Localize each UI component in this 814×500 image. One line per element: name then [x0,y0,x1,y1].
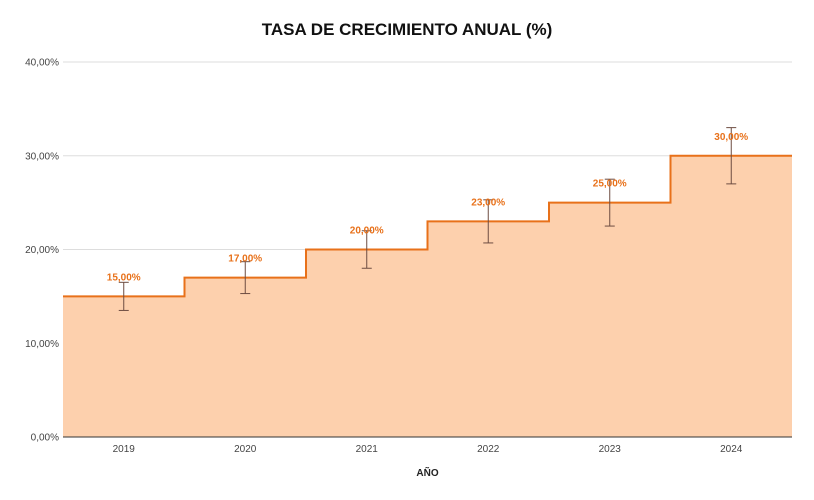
data-label: 25,00% [593,179,627,190]
y-tick-label: 40,00% [25,58,59,69]
data-label: 23,00% [471,197,505,208]
axes: 0,00% 10,00% 20,00% 30,00% 40,00% 2019 2020 202… [25,58,792,479]
y-tick-label: 0,00% [31,433,59,444]
data-label: 17,00% [228,254,262,265]
data-labels: 15,00% 17,00% 20,00% 23,00% 25,00% 30,00% [107,132,749,284]
data-label: 20,00% [350,226,384,237]
x-tick-label: 2022 [477,444,500,455]
step-line [63,154,792,298]
y-tick-label: 20,00% [25,245,59,256]
x-tick-label: 2021 [356,444,379,455]
y-tick-label: 30,00% [25,151,59,162]
y-tick-label: 10,00% [25,339,59,350]
chart-title: TASA DE CRECIMIENTO ANUAL (%) [261,20,553,39]
x-axis-label: AÑO [416,466,438,479]
x-tick-label: 2024 [720,444,743,455]
x-tick-label: 2019 [113,444,136,455]
area-layer [63,154,792,437]
x-tick-label: 2023 [599,444,622,455]
error-bars [118,127,737,311]
x-tick-label: 2020 [234,444,257,455]
data-label: 15,00% [107,272,141,283]
data-label: 30,00% [714,132,748,143]
